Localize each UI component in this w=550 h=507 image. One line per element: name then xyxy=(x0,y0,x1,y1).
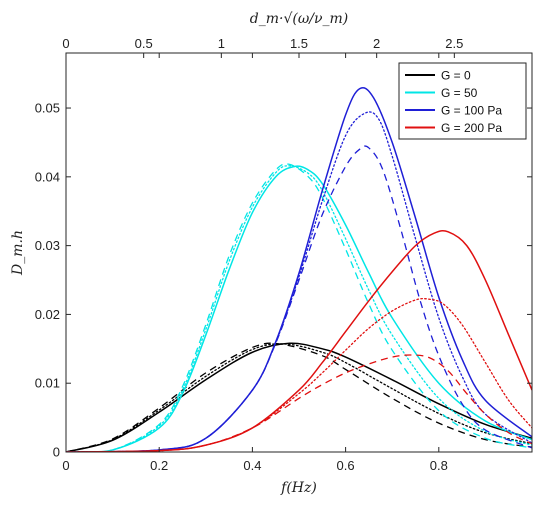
series-line-5-dotted xyxy=(66,165,532,452)
y-tick-label: 0.05 xyxy=(35,101,60,116)
left-y-axis: 0 0.01 0.02 0.03 0.04 0.05 xyxy=(35,101,532,460)
series-line-4-dashed xyxy=(66,163,532,452)
x-tick-label: 0.6 xyxy=(337,458,355,473)
legend-entry: G = 50 xyxy=(441,86,478,100)
legend-entry: G = 100 Pa xyxy=(441,104,502,118)
y-tick-label: 0 xyxy=(53,445,60,460)
x-tick-label: 0 xyxy=(62,458,69,473)
legend: G = 0 G = 50 G = 100 Pa G = 200 Pa xyxy=(398,62,527,140)
x-tick-label: 0.4 xyxy=(243,458,261,473)
x-axis-label: f(Hz) xyxy=(280,480,317,496)
x-tick-label: 0.8 xyxy=(430,458,448,473)
y-tick-label: 0.04 xyxy=(35,169,60,184)
y-tick-label: 0.03 xyxy=(35,238,60,253)
series-line-7-dashed xyxy=(66,145,532,452)
series-line-8-dotted xyxy=(66,111,532,452)
series-lines xyxy=(66,86,532,452)
series-line-6-solid xyxy=(66,86,532,452)
y-tick-label: 0.02 xyxy=(35,307,60,322)
top-tick-label: 0.5 xyxy=(135,36,153,51)
top-tick-label: 1.5 xyxy=(290,36,308,51)
series-line-9-solid xyxy=(66,230,532,452)
y-axis-label: D_m.h xyxy=(10,230,26,276)
legend-entry: G = 0 xyxy=(441,69,471,83)
series-line-1-dashed xyxy=(66,342,532,452)
x-tick-label: 0.2 xyxy=(150,458,168,473)
series-line-0-solid xyxy=(66,342,532,452)
top-x-axis-label: d_m·√(ω/ν_m) xyxy=(250,11,348,27)
legend-entry: G = 200 Pa xyxy=(441,121,502,135)
series-line-3-solid xyxy=(66,165,532,452)
top-tick-label: 2.5 xyxy=(445,36,463,51)
top-x-axis: 0 0.5 1 1.5 2 2.5 xyxy=(62,36,463,58)
top-tick-label: 0 xyxy=(62,36,69,51)
top-tick-label: 2 xyxy=(373,36,380,51)
series-line-10-dashed xyxy=(66,354,532,452)
top-tick-label: 1 xyxy=(218,36,225,51)
series-line-2-dotted xyxy=(66,343,532,452)
y-tick-label: 0.01 xyxy=(35,376,60,391)
bottom-x-axis: 0 0.2 0.4 0.6 0.8 xyxy=(62,53,448,473)
